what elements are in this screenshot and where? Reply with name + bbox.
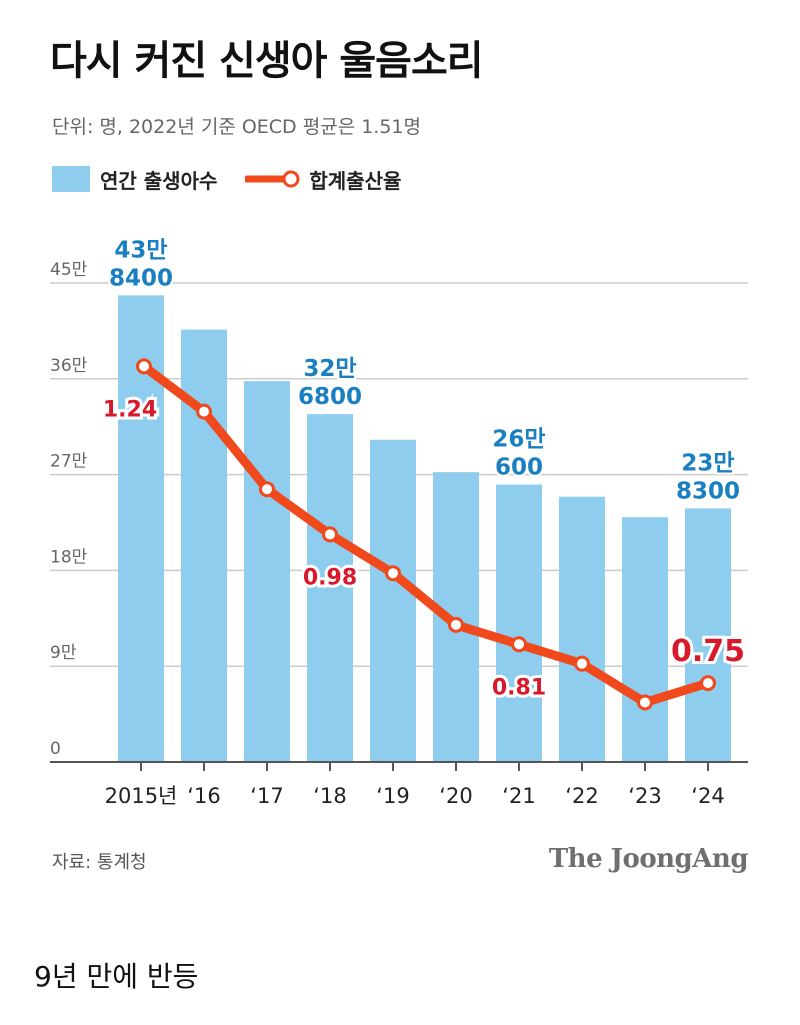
fertility-point	[448, 616, 464, 633]
bar-value-label: 8300	[676, 478, 740, 504]
chart: 0 9만 18만 27만 36만 45만 2015년 ‘16 ‘17 ‘18 ‘19 ‘20 ‘21 ‘2…	[50, 235, 748, 808]
bar	[244, 381, 290, 762]
page-title: 다시 커진 신생아 울음소리	[50, 38, 484, 84]
caption: 9년 만에 반등	[34, 960, 199, 993]
legend-bar-swatch	[52, 166, 90, 192]
bar	[685, 508, 731, 762]
fertility-line	[139, 361, 713, 707]
y-tick-label: 36만	[50, 356, 88, 376]
bar-value-label: 23만	[681, 450, 734, 476]
legend-label-fertility: 합계출산율	[309, 168, 402, 193]
legend-line-swatch	[245, 170, 300, 188]
x-tick-label: ‘17	[250, 784, 283, 808]
source-note: 자료: 통계청	[52, 852, 147, 873]
legend-label-births: 연간 출생아수	[100, 168, 218, 193]
legend: 연간 출생아수 합계출산율	[52, 163, 429, 195]
unit-note: 단위: 명, 2022년 기준 OECD 평균은 1.51명	[52, 116, 421, 138]
fertility-point	[574, 655, 590, 672]
x-tick-label: ‘20	[439, 784, 472, 808]
y-tick-label: 18만	[50, 547, 88, 567]
x-tick-label: ‘18	[313, 784, 346, 808]
y-tick-label: 9만	[50, 643, 77, 663]
y-tick-label: 27만	[50, 452, 88, 472]
bar	[307, 414, 353, 762]
fertility-point	[136, 358, 152, 375]
bar-value-label: 26만	[492, 427, 545, 453]
x-tick-label: ‘16	[187, 784, 220, 808]
fertility-point	[511, 636, 527, 653]
bar-value-label: 32만	[303, 356, 356, 382]
x-tick-label: ‘19	[376, 784, 409, 808]
legend-item-births: 연간 출생아수	[52, 165, 217, 194]
bar	[622, 517, 668, 762]
legend-item-fertility: 합계출산율	[245, 165, 401, 194]
bar	[559, 496, 605, 762]
bar-value-label: 43만	[114, 237, 167, 263]
x-tick-label: ‘23	[628, 784, 661, 808]
bar	[370, 439, 416, 762]
x-tick-label: ‘24	[691, 784, 724, 808]
fertility-value-label: 1.24	[103, 397, 157, 422]
x-tick-label: 2015년	[105, 784, 178, 808]
fertility-point	[322, 526, 338, 543]
fertility-value-label: 0.81	[492, 675, 546, 700]
bar-value-label: 6800	[298, 384, 362, 410]
bar-value-label: 8400	[109, 265, 173, 291]
bar	[496, 484, 542, 762]
fertility-value-label: 0.98	[303, 565, 357, 590]
brand-logo: The JoongAng	[548, 844, 749, 874]
fertility-point	[196, 403, 212, 420]
fertility-point	[259, 481, 275, 498]
fertility-value-label: 0.75	[671, 634, 745, 669]
fertility-point	[700, 675, 716, 692]
y-tick-label: 45만	[50, 260, 88, 280]
x-tick-label: ‘21	[502, 784, 535, 808]
bar-value-label: 600	[495, 455, 543, 481]
fertility-point	[637, 694, 653, 711]
x-tick-label: ‘22	[565, 784, 598, 808]
y-tick-label: 0	[50, 739, 61, 759]
fertility-point	[385, 565, 401, 582]
